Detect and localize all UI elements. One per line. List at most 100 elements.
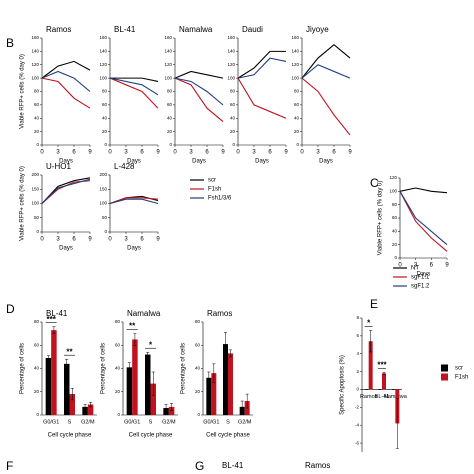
sig-annotation: * [367,319,371,328]
y-tick-label: 80 [195,319,201,324]
y-tick-label: 80 [34,89,40,94]
error-bar [382,372,386,375]
series-line [399,191,448,246]
x-axis-label: Days [127,159,141,165]
series-line [109,77,159,109]
series-line [41,77,91,109]
x-tick-label: 0 [398,263,402,269]
legend-label: Fsh1/3/6 [208,196,232,202]
y-tick-label: 8 [356,315,359,320]
y-tick-label: 140 [31,49,39,54]
x-axis-label: Days [255,159,269,165]
error-bar [65,358,69,369]
y-tick-label: 60 [115,342,121,347]
series-line [399,187,448,194]
series-line [109,197,159,205]
y-tick-label: 60 [294,102,300,107]
error-bar [164,404,168,412]
y-tick-label: 60 [34,102,40,107]
x-axis-label: Days [59,246,73,252]
chart-title: Ramos [207,309,232,318]
y-tick-label: 120 [164,62,172,67]
x-tick-label: 3 [124,237,128,243]
y-tick-label: 0 [36,142,39,147]
y-tick-label: 120 [291,62,299,67]
x-tick-label: 9 [156,150,160,156]
cropped-title: BL-41 [222,461,244,470]
y-tick-label: 0 [232,142,235,147]
y-tick-label: 50 [34,215,40,220]
y-axis-label: Viable RFP+ cells (% day 0) [20,166,26,241]
series-line [174,77,224,106]
y-tick-label: 0 [296,142,299,147]
error-bar [89,401,93,408]
x-axis-label: Cell cycle phase [206,433,250,439]
bar [82,406,88,415]
x-tick-label: 6 [72,150,76,156]
series-line [301,43,351,79]
y-axis-label: Percentage of cells [20,343,26,394]
y-tick-label: 100 [291,75,299,80]
error-bar [245,393,249,409]
y-tick-label: 20 [34,129,40,134]
y-tick-label: 40 [115,366,121,371]
y-tick-label: 40 [195,366,201,371]
y-tick-label: 100 [227,75,235,80]
y-tick-label: 40 [294,115,300,120]
y-tick-label: -2 [355,405,359,410]
sig-annotation: ** [129,322,136,331]
y-tick-label: 60 [392,215,398,220]
bar [228,353,233,415]
x-tick-label: 6 [430,263,434,269]
y-tick-label: 0 [169,142,172,147]
legend-label: NT [411,266,419,272]
x-tick-label: Ramos [360,394,378,400]
chart-title: Daudi [242,25,263,34]
error-bar [127,362,131,373]
series-line [110,77,159,83]
bar [45,358,52,415]
y-tick-label: 120 [227,62,235,67]
bar [126,367,133,415]
series-line [399,191,448,252]
series-line [109,198,159,205]
x-tick-label: G2/M [81,419,95,425]
bar [211,373,217,415]
y-axis-label: Specific Apoptosis (%) [340,355,346,415]
error-bar [207,371,211,384]
y-tick-label: 60 [230,102,236,107]
x-axis-label: Cell cycle phase [48,433,92,439]
panel-label: G [195,459,204,473]
sig-annotation: *** [46,315,56,324]
x-tick-label: 3 [56,237,60,243]
y-tick-label: -4 [355,422,359,427]
y-tick-label: 80 [115,319,121,324]
y-tick-label: 80 [294,89,300,94]
x-axis-label: Days [192,159,206,165]
x-tick-label: 9 [284,150,288,156]
series-line [109,77,159,96]
x-tick-label: 0 [300,150,304,156]
y-tick-label: 0 [104,142,107,147]
x-tick-label: BL-41 [375,394,390,400]
y-tick-label: 120 [389,175,397,180]
y-tick-label: 0 [356,387,359,392]
x-tick-label: G0/G1 [124,419,140,425]
x-axis-label: Days [127,246,141,252]
series-line [41,178,91,204]
series-line [174,70,224,79]
legend-label: F1sh [208,187,221,193]
y-tick-label: 200 [99,172,107,177]
error-bar [46,355,50,361]
bar [368,341,373,390]
x-tick-label: G2/M [238,419,252,425]
x-tick-label: S [226,419,230,425]
x-tick-label: 3 [124,150,128,156]
y-tick-label: 80 [34,319,40,324]
y-tick-label: 60 [167,102,173,107]
x-tick-label: 9 [156,237,160,243]
y-tick-label: 20 [167,129,173,134]
bar [223,344,228,415]
y-axis-label: Viable RFP+ cells (% day 0) [20,54,26,129]
